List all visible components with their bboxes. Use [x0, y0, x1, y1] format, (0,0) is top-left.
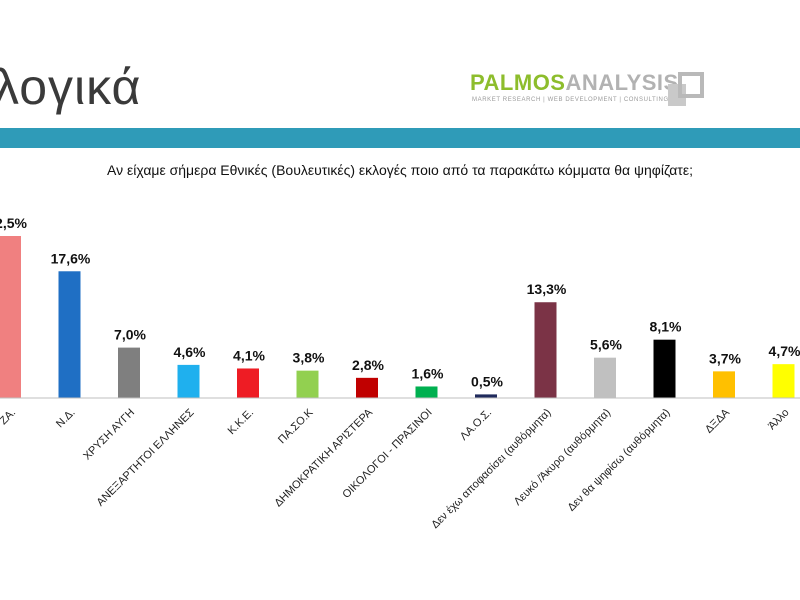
- bar-12: [653, 339, 676, 398]
- bar-8: [415, 386, 438, 398]
- bar-13: [713, 371, 735, 398]
- bar-9: [475, 394, 497, 398]
- bar-3: [118, 347, 140, 398]
- bar-10: [534, 302, 557, 398]
- bar-1: [0, 236, 21, 398]
- logo-tagline: MARKET RESEARCH | WEB DEVELOPMENT | CONS…: [472, 97, 669, 103]
- category-label-4: ΑΝΕΞΑΡΤΗΤΟΙ ΕΛΛΗΝΕΣ: [95, 407, 197, 509]
- logo-square-outline: [678, 72, 704, 98]
- page-title: λογικά: [0, 59, 142, 115]
- data-label-5: 4,1%: [233, 347, 265, 363]
- category-label-13: ΔΞΔΑ: [703, 406, 733, 436]
- bar-14: [772, 364, 795, 398]
- category-label-7: ΔΗΜΟΚΡΑΤΙΚΗ ΑΡΙΣΤΕΡΑ: [272, 406, 375, 509]
- bar-2: [58, 271, 81, 398]
- bar-6: [296, 370, 319, 398]
- chart-title: Αν είχαμε σήμερα Εθνικές (Βουλευτικές) ε…: [107, 162, 693, 178]
- data-label-8: 1,6%: [412, 365, 444, 381]
- data-label-6: 3,8%: [293, 350, 325, 366]
- category-label-14: Άλλο: [766, 407, 792, 433]
- data-label-7: 2,8%: [352, 357, 384, 373]
- category-label-5: Κ.Κ.Ε.: [226, 407, 257, 438]
- data-label-13: 3,7%: [709, 350, 741, 366]
- data-label-10: 13,3%: [527, 281, 567, 297]
- category-label-9: ΛΑ.Ο.Σ.: [458, 407, 494, 443]
- data-label-1: 2,5%: [0, 215, 28, 231]
- header-band: [0, 128, 800, 148]
- category-label-1: ΖΑ.: [0, 407, 18, 428]
- data-label-11: 5,6%: [590, 337, 622, 353]
- data-label-12: 8,1%: [650, 319, 682, 335]
- category-label-3: ΧΡΥΣΗ ΑΥΓΗ: [81, 407, 137, 463]
- logo-brand-gray: ANALYSIS: [565, 70, 679, 95]
- data-label-14: 4,7%: [769, 343, 800, 359]
- category-label-10: Δεν έχω αποφασίσει (αυθόρμητα): [429, 407, 553, 531]
- category-label-12: Δεν θα ψηφίσω (αυθόρμητα): [565, 407, 672, 514]
- palmos-analysis-logo: PALMOSANALYSIS MARKET RESEARCH | WEB DEV…: [470, 70, 715, 115]
- bar-4: [177, 364, 200, 398]
- data-label-4: 4,6%: [174, 344, 206, 360]
- bar-7: [356, 377, 378, 398]
- bar-11: [594, 357, 616, 398]
- category-label-2: Ν.Δ.: [54, 407, 78, 431]
- category-label-6: ΠΑ.ΣΟ.Κ: [276, 406, 316, 446]
- data-label-9: 0,5%: [471, 373, 503, 389]
- data-label-2: 17,6%: [51, 250, 91, 266]
- bar-5: [237, 368, 259, 398]
- category-label-11: Λευκό /Άκυρο (αυθόρμητα): [512, 407, 613, 508]
- logo-brand-green: PALMOS: [470, 70, 566, 95]
- data-label-3: 7,0%: [114, 327, 146, 343]
- bar-chart: 2,5% ΖΑ. 17,6% Ν.Δ. 7,0% ΧΡΥΣΗ ΑΥΓΗ 4,6% ΑΝΕΞΑΡ…: [0, 215, 800, 531]
